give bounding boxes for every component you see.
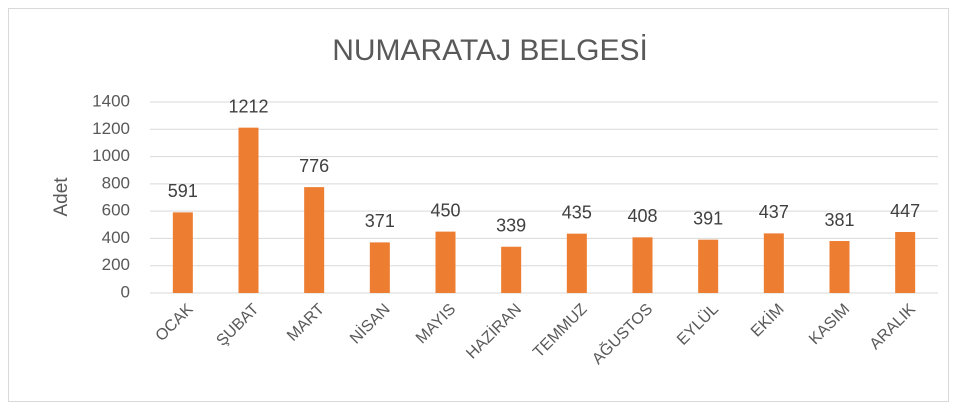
data-label: 381: [824, 210, 854, 230]
y-tick-label: 600: [102, 201, 130, 220]
y-tick-label: 1200: [92, 119, 130, 138]
y-axis-label: Adet: [51, 177, 72, 217]
bar: [632, 237, 653, 293]
y-tick-label: 1400: [92, 91, 130, 110]
y-tick-label: 0: [121, 282, 130, 301]
bar: [763, 233, 784, 293]
bar: [895, 232, 916, 293]
data-label: 339: [496, 216, 526, 236]
bar: [304, 187, 325, 293]
bar: [698, 239, 719, 293]
bar: [238, 127, 259, 293]
data-label: 776: [299, 156, 329, 176]
bar: [172, 212, 193, 293]
data-label: 435: [562, 202, 592, 222]
bar: [501, 246, 522, 293]
chart-title: NUMARATAJ BELGESİ: [332, 34, 648, 67]
y-tick-label: 400: [102, 228, 130, 247]
bar: [435, 231, 456, 293]
data-label: 447: [890, 201, 920, 221]
data-label: 391: [693, 208, 723, 228]
y-tick-label: 1000: [92, 146, 130, 165]
data-label: 408: [627, 206, 657, 226]
data-label: 591: [168, 181, 198, 201]
bar: [566, 233, 587, 293]
data-label: 450: [430, 200, 460, 220]
y-tick-label: 800: [102, 173, 130, 192]
chart-border: [8, 8, 949, 402]
y-tick-label: 200: [102, 255, 130, 274]
data-label: 437: [759, 202, 789, 222]
bar: [829, 241, 850, 293]
data-label: 1212: [228, 96, 268, 116]
bar: [369, 242, 390, 293]
data-label: 371: [365, 211, 395, 231]
